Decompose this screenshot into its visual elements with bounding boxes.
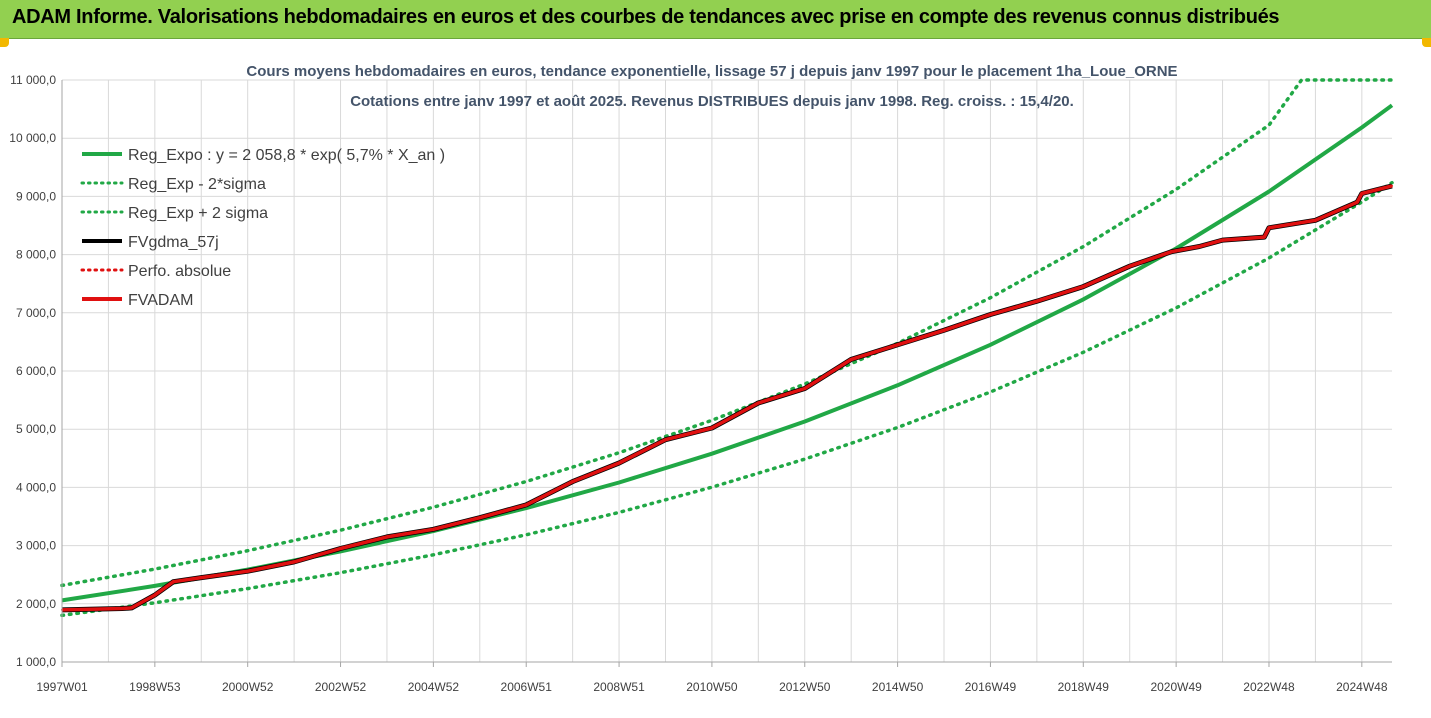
y-tick-label: 7 000,0 — [16, 306, 56, 320]
page-title: ADAM Informe. Valorisations hebdomadaire… — [12, 6, 1280, 28]
legend-label: Reg_Expo : y = 2 058,8 * exp( 5,7% * X_a… — [128, 147, 445, 164]
x-tick-label: 2018W49 — [1058, 680, 1110, 694]
legend-label: Reg_Exp - 2*sigma — [128, 176, 266, 193]
y-tick-label: 2 000,0 — [16, 597, 56, 611]
chart-subtitle: Cotations entre janv 1997 et août 2025. … — [350, 93, 1074, 110]
x-tick-label: 2022W48 — [1243, 680, 1295, 694]
fvadam-line — [61, 184, 1393, 612]
y-tick-label: 1 000,0 — [16, 655, 56, 669]
chart-title: Cours moyens hebdomadaires en euros, ten… — [246, 63, 1177, 80]
grid — [61, 79, 1392, 663]
y-tick-label: 3 000,0 — [16, 539, 56, 553]
data-lines — [61, 183, 1393, 613]
chart: 1 000,0 2 000,0 3 000,0 4 000,0 5 000,0 6 000… — [9, 63, 1394, 694]
axes: 1 000,0 2 000,0 3 000,0 4 000,0 5 000,0 6 000… — [9, 73, 1392, 694]
band-lower-line — [60, 180, 1394, 618]
x-tick-label: 2020W49 — [1150, 680, 1202, 694]
x-tick-label: 2004W52 — [408, 680, 460, 694]
legend-label: Perfo. absolue — [128, 263, 231, 280]
legend-label: FVADAM — [128, 292, 193, 309]
x-tick-label: 2006W51 — [501, 680, 553, 694]
y-tick-label: 5 000,0 — [16, 422, 56, 436]
legend: Reg_Expo : y = 2 058,8 * exp( 5,7% * X_a… — [80, 147, 445, 309]
x-tick-label: 2000W52 — [222, 680, 274, 694]
y-tick-label: 4 000,0 — [16, 480, 56, 494]
y-tick-label: 10 000,0 — [9, 131, 56, 145]
corner-marker-top-left — [0, 38, 9, 47]
x-tick-label: 2024W48 — [1336, 680, 1388, 694]
legend-label: FVgdma_57j — [128, 234, 219, 251]
y-tick-label: 9 000,0 — [16, 189, 56, 203]
x-tick-label: 2002W52 — [315, 680, 367, 694]
y-tick-label: 6 000,0 — [16, 364, 56, 378]
header-bar: ADAM Informe. Valorisations hebdomadaire… — [0, 0, 1431, 39]
x-tick-label: 2012W50 — [779, 680, 831, 694]
corner-marker-top-right — [1422, 38, 1431, 47]
x-tick-label: 1998W53 — [129, 680, 181, 694]
x-tick-label: 2010W50 — [686, 680, 738, 694]
y-tick-label: 8 000,0 — [16, 248, 56, 262]
x-tick-label: 2014W50 — [872, 680, 924, 694]
x-tick-label: 2008W51 — [593, 680, 645, 694]
legend-label: Reg_Exp + 2 sigma — [128, 205, 268, 222]
x-tick-label: 2016W49 — [965, 680, 1017, 694]
y-tick-label: 11 000,0 — [10, 73, 56, 87]
x-tick-label: 1997W01 — [36, 680, 88, 694]
